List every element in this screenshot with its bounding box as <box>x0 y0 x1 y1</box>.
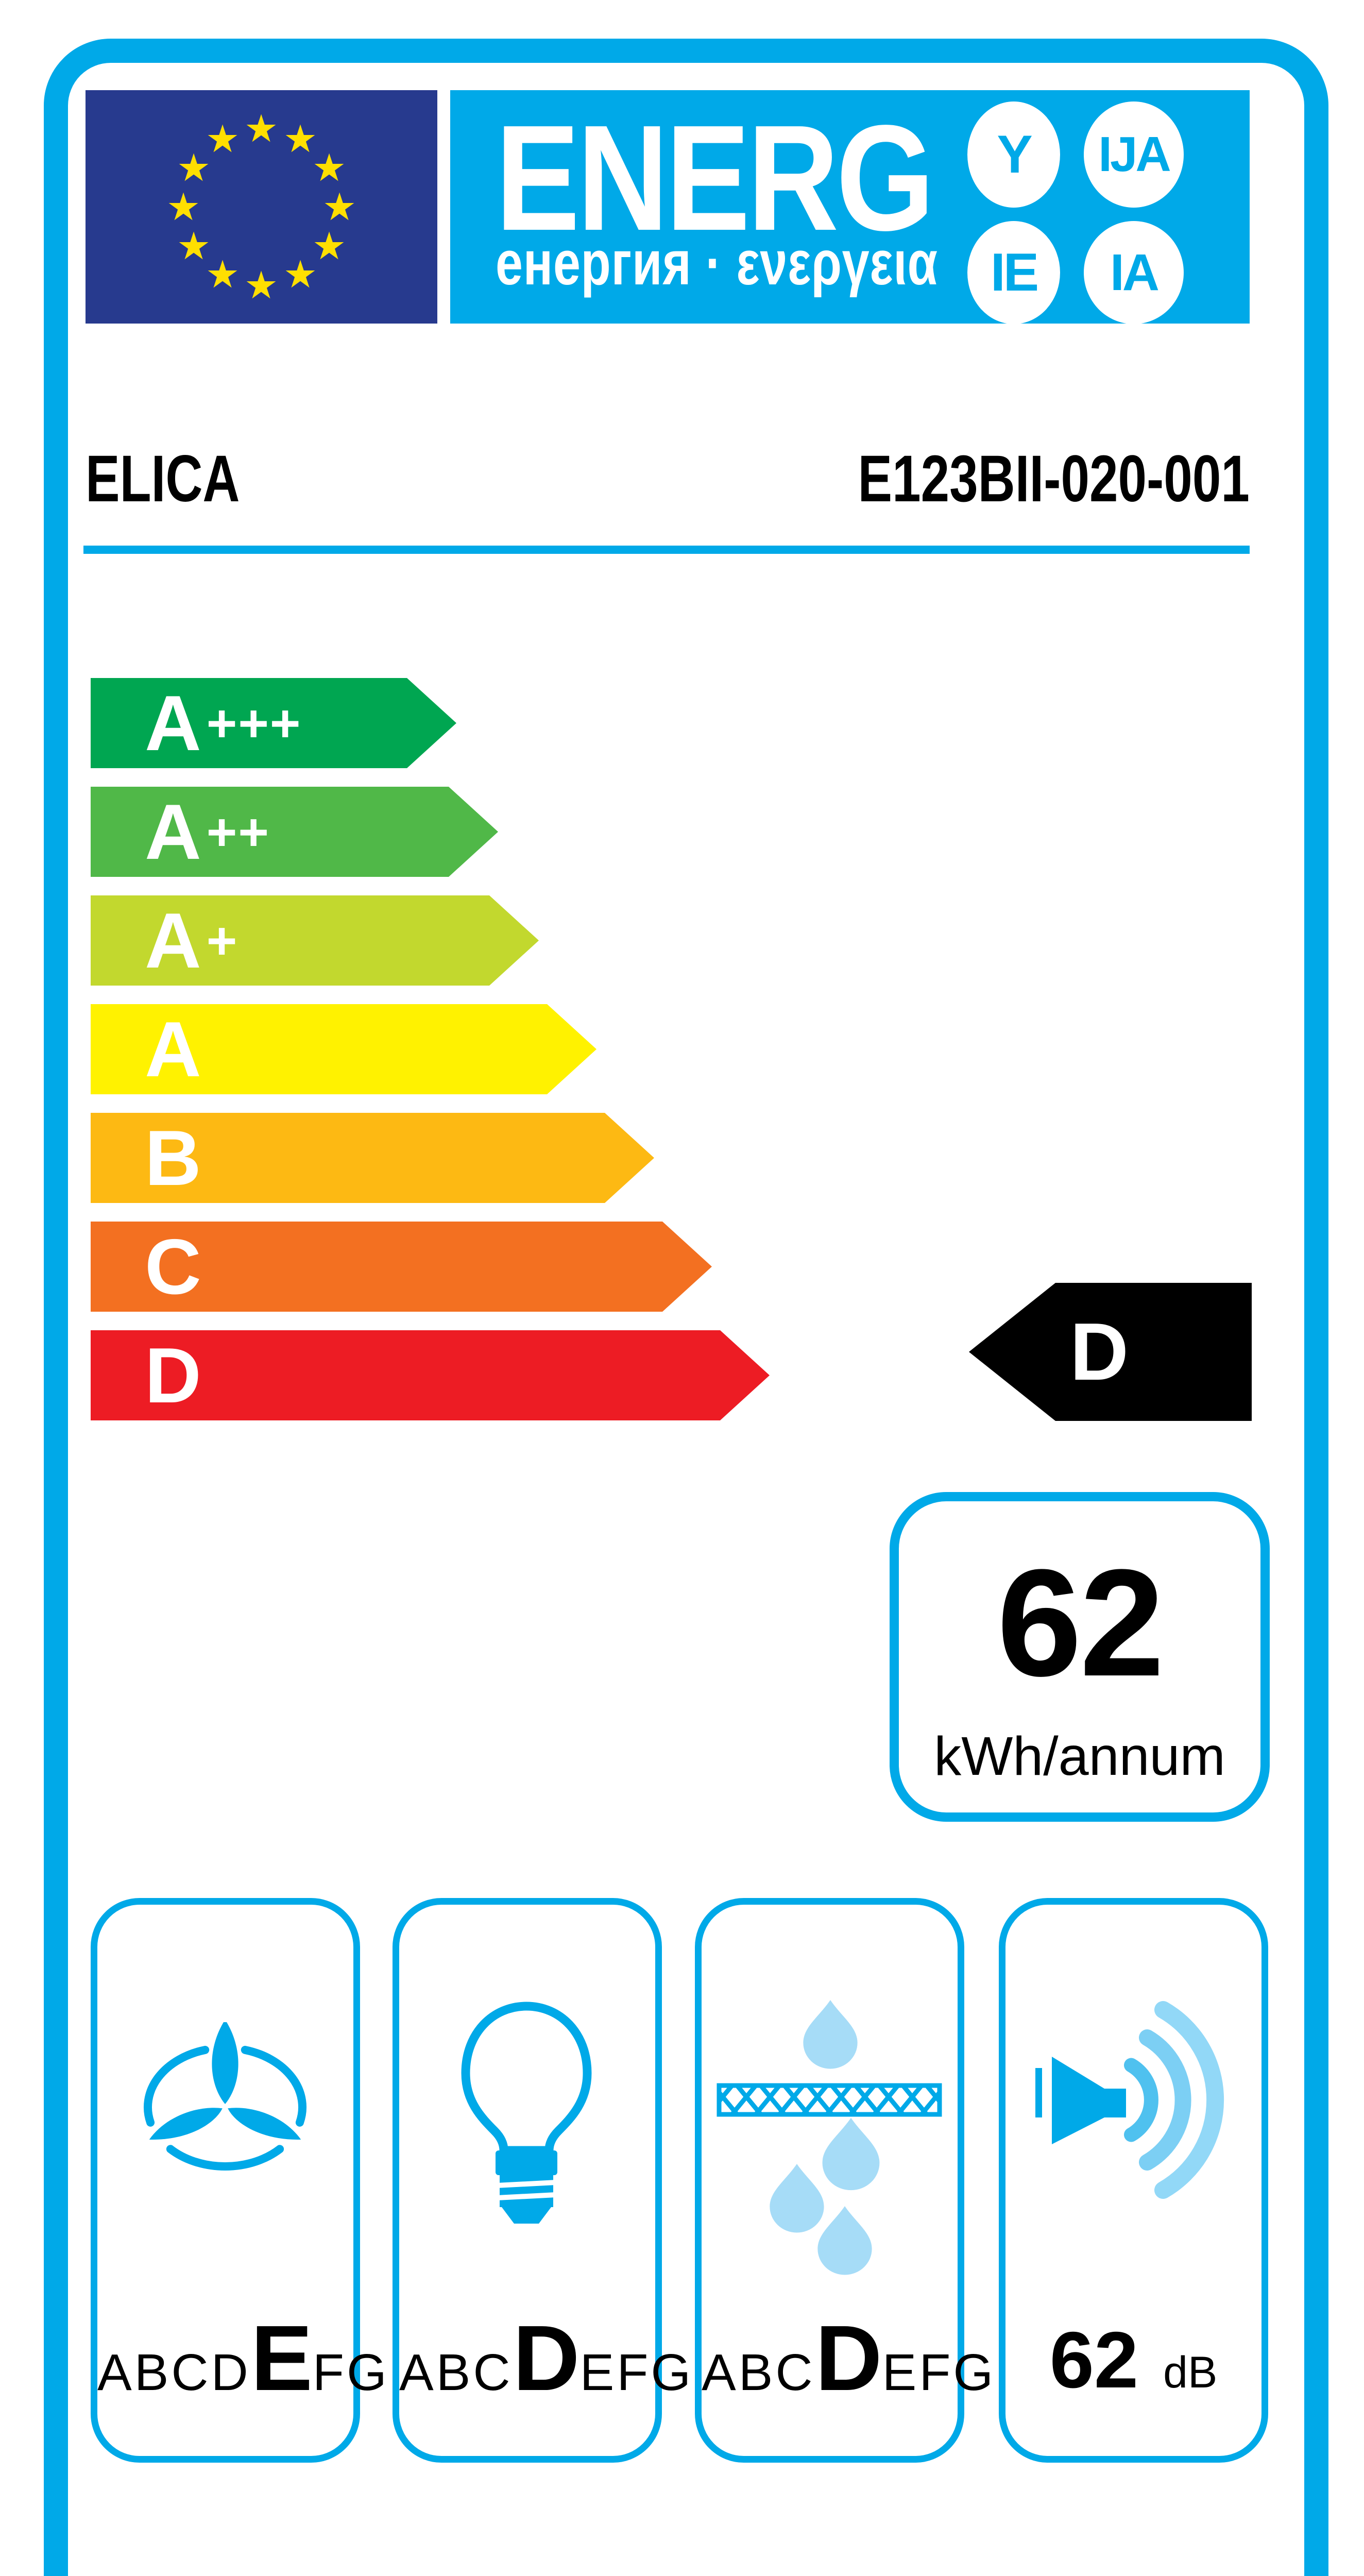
lighting-efficiency-box: ABCDEFG <box>393 1898 691 2463</box>
class-label: D <box>145 1331 201 1419</box>
class-label: A <box>145 1005 201 1093</box>
grease-filter-box: ABCDEFG <box>695 1898 993 2463</box>
language-badge-ija: IJA <box>1084 101 1184 208</box>
language-badge-ia: IA <box>1084 221 1184 324</box>
eu-star-icon: ★ <box>166 185 201 228</box>
class-arrow-b: B <box>91 1113 654 1203</box>
class-suffix: + <box>206 911 238 970</box>
class-arrow-d: D <box>91 1330 770 1420</box>
class-label: A <box>145 788 201 876</box>
brand-name: ELICA <box>86 442 240 516</box>
rating-class: D <box>1070 1307 1129 1397</box>
eu-star-icon: ★ <box>283 253 318 296</box>
eu-star-icon: ★ <box>244 264 279 307</box>
fan-efficiency-box: ABCDEFG <box>91 1898 387 2463</box>
letters-prefix: ABCD <box>97 2344 251 2401</box>
grease-class-letters: ABCDEFG <box>702 2312 993 2419</box>
eu-star-icon: ★ <box>176 146 211 189</box>
header-divider <box>83 546 1250 554</box>
letters-suffix: EFG <box>579 2344 694 2401</box>
fan-icon <box>143 2022 307 2171</box>
class-arrow-c: C <box>91 1222 712 1312</box>
consumption-unit: kWh/annum <box>934 1726 1225 1787</box>
letters-rating: D <box>815 2307 882 2410</box>
grease-filter-icon <box>717 2000 942 2275</box>
noise-box: 62 dB <box>999 1898 1268 2463</box>
label-border-frame <box>44 39 1328 2576</box>
eu-star-icon: ★ <box>176 225 211 267</box>
class-arrow-a3: A +++ <box>91 678 456 768</box>
eu-star-icon: ★ <box>205 117 240 160</box>
letters-suffix: EFG <box>882 2344 996 2401</box>
lighting-class-letters: ABCDEFG <box>399 2312 691 2419</box>
eu-star-icon: ★ <box>322 185 357 228</box>
eu-flag-icon: ★ ★ ★ ★ ★ ★ ★ ★ ★ ★ ★ ★ <box>86 90 437 324</box>
letters-prefix: ABC <box>399 2344 513 2401</box>
noise-value: 62 <box>1049 2315 1139 2404</box>
noise-value-row: 62 dB <box>1005 2314 1261 2419</box>
fan-class-letters: ABCDEFG <box>97 2312 387 2419</box>
light-bulb-icon <box>461 2002 592 2224</box>
consumption-box: 62 kWh/annum <box>890 1492 1270 1822</box>
eu-star-icon: ★ <box>244 107 279 150</box>
class-arrow-a: A <box>91 1004 596 1094</box>
class-arrow-a2: A ++ <box>91 787 498 877</box>
letters-rating: E <box>250 2307 313 2410</box>
class-suffix: +++ <box>206 693 302 753</box>
class-label: A <box>145 896 201 985</box>
letters-prefix: ABC <box>702 2344 815 2401</box>
model-identifier: E123BII-020-001 <box>858 442 1250 516</box>
class-label: A <box>145 679 201 767</box>
eu-star-icon: ★ <box>312 225 347 267</box>
class-label: C <box>145 1223 201 1311</box>
language-badge-y: Y <box>967 101 1060 208</box>
consumption-value: 62 <box>997 1537 1164 1708</box>
eu-star-icon: ★ <box>283 117 318 160</box>
energ-logo-box: ENERG енергия · ενεργεια Y IJA IE IA <box>450 90 1250 324</box>
class-arrow-a1: A + <box>91 895 539 986</box>
eu-star-icon: ★ <box>312 146 347 189</box>
noise-unit: dB <box>1163 2348 1218 2397</box>
class-label: B <box>145 1114 201 1202</box>
language-badge-ie: IE <box>967 221 1060 324</box>
speaker-icon <box>1035 2001 1224 2199</box>
energ-logo-text: ENERG <box>496 94 934 262</box>
class-suffix: ++ <box>206 802 270 861</box>
eu-star-icon: ★ <box>205 253 240 296</box>
letters-rating: D <box>513 2307 580 2410</box>
letters-suffix: FG <box>312 2344 389 2401</box>
energ-logo-subtitle: енергия · ενεργεια <box>496 228 938 298</box>
